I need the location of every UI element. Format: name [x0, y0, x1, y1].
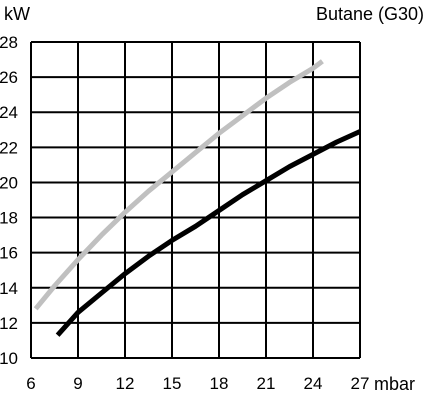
x-tick-label: 15 — [163, 374, 182, 393]
x-tick-label: 12 — [116, 374, 135, 393]
x-tick-label: 21 — [257, 374, 276, 393]
series-line-2 — [55, 129, 362, 337]
series-line-1 — [33, 59, 324, 311]
y-tick-label: 12 — [0, 314, 18, 333]
y-tick-label: 16 — [0, 244, 18, 263]
y-tick-label: 22 — [0, 138, 18, 157]
y-tick-label: 14 — [0, 279, 18, 298]
y-tick-labels: 10 12 14 16 18 20 22 24 26 28 — [0, 33, 18, 368]
x-tick-label: 9 — [73, 374, 82, 393]
series-lines — [33, 59, 362, 337]
y-tick-label: 18 — [0, 209, 18, 228]
x-tick-labels: 6 9 12 15 18 21 24 27 — [26, 374, 369, 393]
x-tick-label: 24 — [304, 374, 323, 393]
y-tick-label: 28 — [0, 33, 18, 52]
y-tick-label: 20 — [0, 173, 18, 192]
y-tick-label: 26 — [0, 68, 18, 87]
x-axis-label: mbar — [374, 374, 415, 394]
x-tick-label: 18 — [210, 374, 229, 393]
y-axis-label: kW — [4, 4, 30, 24]
chart-title: Butane (G30) — [316, 4, 424, 24]
y-tick-label: 10 — [0, 349, 18, 368]
y-tick-label: 24 — [0, 103, 18, 122]
x-tick-label: 27 — [351, 374, 370, 393]
x-tick-label: 6 — [26, 374, 35, 393]
